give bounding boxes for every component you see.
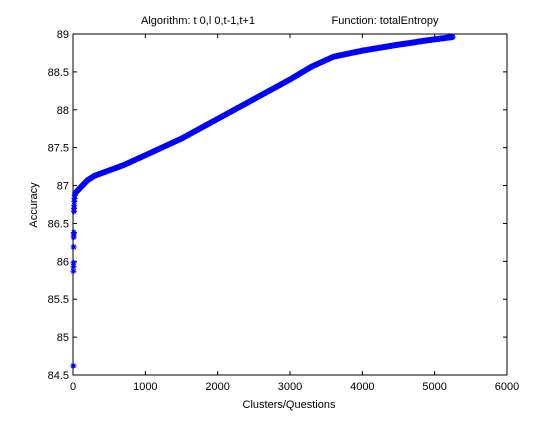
- x-tick-label: 3000: [278, 381, 302, 393]
- data-series: [70, 34, 456, 369]
- data-point: [449, 34, 456, 41]
- data-point: [71, 202, 78, 209]
- data-point: [70, 362, 77, 369]
- x-tick-label: 1000: [133, 381, 157, 393]
- y-tick-label: 89: [57, 29, 69, 41]
- x-tick-label: 0: [70, 381, 76, 393]
- y-tick-label: 87: [57, 181, 69, 193]
- y-tick-label: 85.5: [48, 294, 69, 306]
- data-point: [70, 263, 77, 270]
- x-tick-label: 6000: [495, 381, 519, 393]
- data-point: [71, 198, 78, 205]
- x-tick-label: 2000: [205, 381, 229, 393]
- y-tick-label: 88.5: [48, 67, 69, 79]
- x-tick-label: 5000: [422, 381, 446, 393]
- x-tick-label: 4000: [350, 381, 374, 393]
- data-point: [70, 243, 77, 250]
- y-tick-label: 84.5: [48, 370, 69, 382]
- data-point: [70, 234, 77, 241]
- data-point: [71, 205, 78, 212]
- y-tick-label: 87.5: [48, 143, 69, 155]
- y-tick-label: 86.5: [48, 218, 69, 230]
- data-point: [70, 259, 77, 266]
- y-tick-label: 88: [57, 105, 69, 117]
- y-axis-label: Accuracy: [28, 182, 40, 228]
- x-axis-label: Clusters/Questions: [243, 399, 336, 411]
- y-tick-label: 86: [57, 256, 69, 268]
- plot-area: 0 1000 2000 3000 4000 5000 6000 84.5 85 85.5 86 86.…: [48, 29, 520, 393]
- data-point: [70, 208, 77, 215]
- plot-frame: [72, 33, 508, 376]
- data-point: [71, 195, 78, 202]
- data-point: [70, 268, 77, 275]
- data-point: [70, 229, 77, 236]
- chart-title-function: Function: totalEntropy: [331, 15, 439, 27]
- chart-title-algorithm: Algorithm: t 0,l 0,t-1,t+1: [141, 15, 255, 27]
- y-tick-label: 85: [57, 332, 69, 344]
